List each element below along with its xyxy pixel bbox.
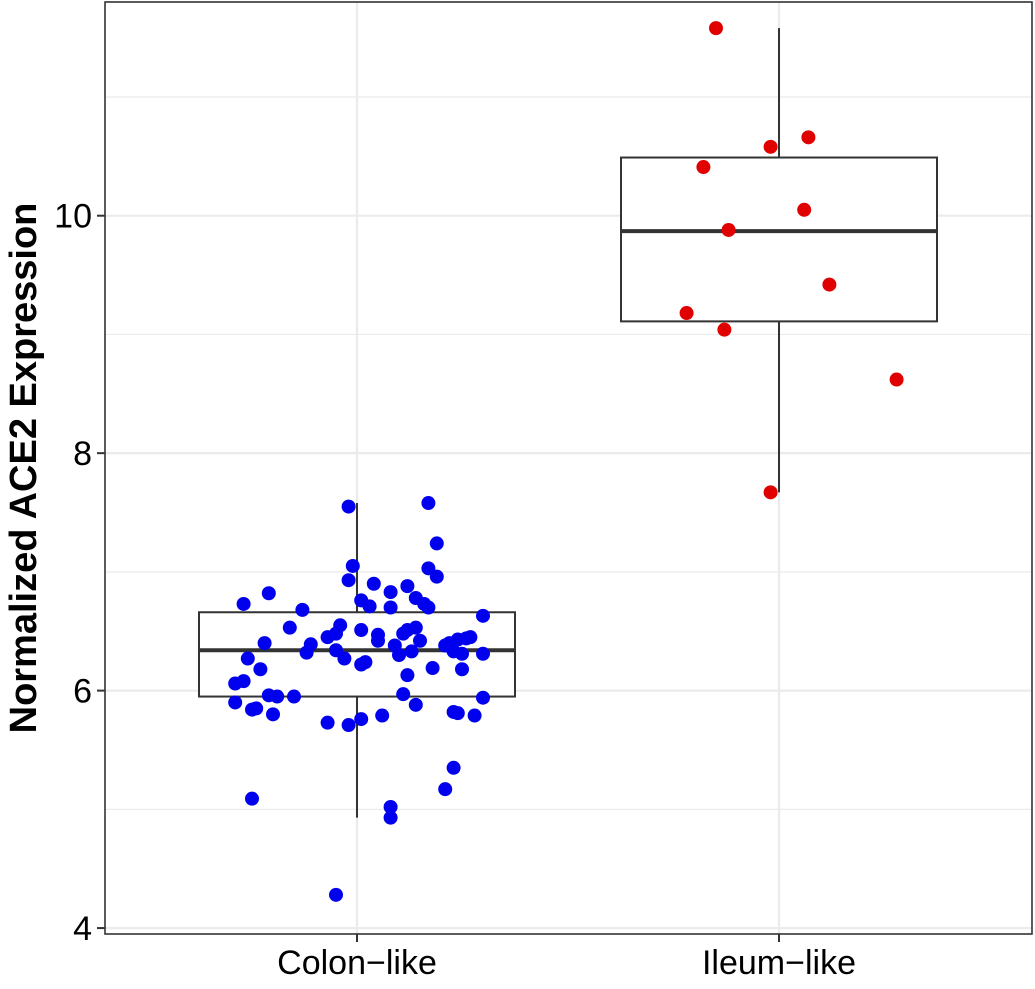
- data-point: [446, 760, 461, 775]
- data-point: [889, 372, 904, 387]
- data-point: [282, 620, 297, 635]
- data-point: [354, 712, 369, 727]
- data-point: [429, 569, 444, 584]
- data-point: [717, 322, 732, 337]
- data-point: [383, 585, 398, 600]
- data-point: [421, 600, 436, 615]
- data-point: [266, 707, 280, 722]
- data-point: [345, 558, 360, 573]
- y-axis-ticks: 4 6 8 10: [54, 198, 105, 948]
- y-tick-label: 6: [73, 673, 92, 711]
- data-point: [383, 600, 398, 615]
- data-point: [362, 599, 377, 614]
- x-axis-ticks: Colon−like Ileum−like: [277, 934, 856, 982]
- data-point: [400, 579, 415, 594]
- data-point: [333, 618, 348, 633]
- data-point: [822, 277, 837, 292]
- data-point: [450, 706, 465, 721]
- data-point: [696, 160, 711, 175]
- x-tick-label: Ileum−like: [702, 944, 856, 982]
- y-tick-label: 4: [73, 910, 92, 948]
- data-point: [413, 633, 427, 648]
- y-tick-label: 8: [73, 435, 92, 473]
- y-tick-label: 10: [54, 198, 92, 236]
- data-point: [287, 689, 301, 704]
- data-point: [240, 651, 255, 666]
- data-point: [383, 810, 398, 825]
- data-point: [303, 637, 318, 652]
- data-point: [400, 668, 415, 683]
- box-1: [620, 28, 938, 493]
- data-point: [341, 573, 356, 588]
- data-point: [404, 644, 419, 659]
- data-point: [245, 791, 259, 806]
- data-point: [396, 687, 411, 702]
- data-point: [375, 708, 390, 723]
- data-point: [341, 718, 356, 733]
- data-point: [476, 646, 490, 661]
- data-point: [438, 782, 453, 797]
- data-point: [320, 715, 335, 730]
- data-point: [392, 647, 406, 662]
- data-point: [354, 623, 369, 638]
- data-point: [721, 222, 736, 237]
- data-point: [425, 661, 440, 676]
- data-point: [236, 674, 251, 689]
- data-point: [476, 690, 490, 705]
- data-point: [253, 662, 268, 677]
- data-point: [341, 499, 356, 514]
- data-point: [270, 689, 285, 704]
- boxes: [198, 28, 938, 818]
- data-point: [763, 139, 778, 154]
- box-iqr: [620, 156, 938, 323]
- data-point: [366, 576, 381, 591]
- data-point: [383, 799, 398, 814]
- data-point: [329, 887, 343, 902]
- data-point: [429, 536, 444, 551]
- data-point: [245, 702, 259, 717]
- data-point: [236, 596, 251, 611]
- data-point: [801, 130, 816, 145]
- data-point: [371, 633, 385, 648]
- data-points: [228, 21, 904, 902]
- grid-lines: [105, 2, 1032, 934]
- data-point: [709, 21, 723, 36]
- data-point: [679, 306, 694, 321]
- data-point: [257, 636, 272, 651]
- data-point: [408, 620, 423, 635]
- data-point: [337, 651, 352, 666]
- data-point: [467, 708, 482, 723]
- y-axis-title: Normalized ACE2 Expression: [3, 203, 45, 734]
- data-point: [261, 586, 276, 601]
- data-point: [358, 655, 373, 670]
- data-point: [295, 602, 310, 617]
- data-point: [228, 695, 243, 710]
- data-point: [797, 202, 812, 217]
- data-point: [763, 485, 778, 500]
- data-point: [455, 646, 469, 661]
- data-point: [455, 662, 469, 677]
- data-point: [408, 697, 423, 712]
- plot-panel-border: [104, 1, 1033, 935]
- x-tick-label: Colon−like: [277, 944, 437, 982]
- data-point: [476, 608, 490, 623]
- data-point: [421, 496, 436, 511]
- data-point: [463, 630, 478, 645]
